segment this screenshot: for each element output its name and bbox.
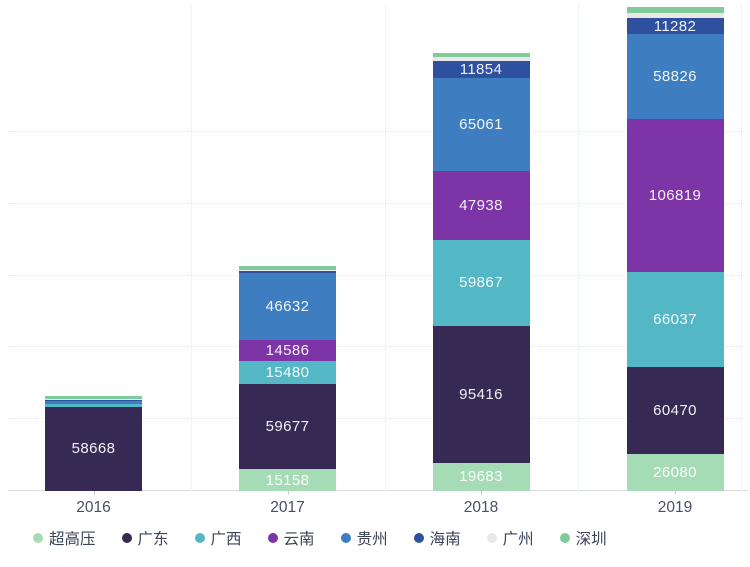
x-axis-label-2018: 2018 xyxy=(463,499,499,516)
bar-segment-2019-海南[interactable]: 11282 xyxy=(626,17,724,35)
horizontal-gridline xyxy=(8,274,744,276)
bar-segment-2016-深圳[interactable] xyxy=(45,395,142,399)
segment-value-label: 11282 xyxy=(653,17,697,35)
legend-item-超高压[interactable]: 超高压 xyxy=(33,527,96,549)
legend-swatch-icon xyxy=(413,533,424,543)
legend-swatch-icon xyxy=(559,533,570,543)
bar-segment-2017-超高压[interactable]: 15158 xyxy=(239,469,336,491)
legend-item-贵州[interactable]: 贵州 xyxy=(340,527,388,549)
x-axis-tick xyxy=(481,491,482,495)
bar-segment-2017-云南[interactable]: 14586 xyxy=(239,340,336,362)
bar-segment-2019-云南[interactable]: 106819 xyxy=(626,118,724,272)
bar-segment-2016-海南[interactable] xyxy=(45,399,142,401)
bar-segment-2018-超高压[interactable]: 19683 xyxy=(432,462,530,491)
bar-segment-2018-海南[interactable]: 11854 xyxy=(432,60,530,78)
legend-swatch-icon xyxy=(33,533,43,543)
segment-value-label: 106819 xyxy=(648,186,702,204)
vertical-gridline xyxy=(384,4,386,491)
horizontal-gridline xyxy=(8,131,744,133)
legend-label: 广西 xyxy=(210,531,242,548)
legend-item-广西[interactable]: 广西 xyxy=(194,527,242,549)
legend-swatch-icon xyxy=(486,533,497,543)
x-axis-tick xyxy=(675,491,676,495)
bar-segment-2018-云南[interactable]: 47938 xyxy=(432,171,530,240)
horizontal-gridline xyxy=(8,346,744,348)
legend-item-广东[interactable]: 广东 xyxy=(121,527,169,549)
segment-value-label: 65061 xyxy=(459,115,503,133)
legend-label: 超高压 xyxy=(49,531,96,548)
segment-value-label: 58668 xyxy=(71,440,116,458)
legend-swatch-icon xyxy=(267,533,278,543)
bar-segment-2017-广州[interactable] xyxy=(239,270,336,272)
segment-value-label: 60470 xyxy=(653,401,697,419)
x-axis-tick xyxy=(93,491,95,495)
segment-value-label: 59677 xyxy=(265,417,310,435)
bar-segment-2019-贵州[interactable]: 58826 xyxy=(626,34,724,119)
legend-item-广州[interactable]: 广州 xyxy=(486,527,534,549)
vertical-gridline xyxy=(191,4,192,491)
segment-value-label: 11854 xyxy=(459,60,503,78)
legend-swatch-icon xyxy=(121,533,132,543)
segment-value-label: 47938 xyxy=(459,196,503,214)
vertical-gridline xyxy=(741,4,742,491)
bar-segment-2017-深圳[interactable] xyxy=(239,265,336,271)
segment-value-label: 14586 xyxy=(265,342,310,360)
bar-segment-2019-广东[interactable]: 60470 xyxy=(626,366,724,454)
legend-label: 广州 xyxy=(502,531,534,548)
segment-value-label: 59867 xyxy=(459,274,503,292)
vertical-gridline xyxy=(578,4,579,491)
bar-segment-2016-广州[interactable] xyxy=(45,398,142,400)
bar-segment-2019-广州[interactable] xyxy=(626,13,724,18)
legend-label: 海南 xyxy=(429,531,461,548)
x-axis-tick xyxy=(287,491,289,495)
x-axis-label-2017: 2017 xyxy=(270,499,305,516)
x-axis-label-2019: 2019 xyxy=(657,499,693,516)
legend-item-海南[interactable]: 海南 xyxy=(413,527,461,549)
legend-label: 深圳 xyxy=(575,531,607,548)
bar-segment-2019-超高压[interactable]: 26080 xyxy=(626,453,724,491)
plot-area: 58668 15158 59677 15480 14586 46632 19683 95416… xyxy=(8,4,748,495)
segment-value-label: 46632 xyxy=(265,298,310,316)
bar-segment-2018-广西[interactable]: 59867 xyxy=(432,239,530,326)
bar-segment-2017-海南[interactable] xyxy=(239,271,336,274)
horizontal-gridline xyxy=(8,418,744,420)
legend-label: 云南 xyxy=(283,531,315,548)
segment-value-label: 95416 xyxy=(459,385,503,403)
x-axis-line xyxy=(8,490,748,491)
bar-segment-2018-贵州[interactable]: 65061 xyxy=(432,77,530,171)
legend-item-云南[interactable]: 云南 xyxy=(267,527,315,549)
x-axis-label-2016: 2016 xyxy=(76,499,111,516)
bar-segment-2016-广东[interactable]: 58668 xyxy=(45,406,142,491)
legend: 超高压 广东 广西 云南 贵州 海南 广州 深圳 xyxy=(33,527,607,549)
segment-value-label: 58826 xyxy=(653,67,697,85)
bar-segment-2018-广东[interactable]: 95416 xyxy=(432,325,530,463)
bar-segment-2019-广西[interactable]: 66037 xyxy=(626,271,724,367)
bar-segment-2017-广东[interactable]: 59677 xyxy=(239,383,336,470)
horizontal-gridline xyxy=(8,202,744,204)
legend-item-深圳[interactable]: 深圳 xyxy=(559,527,607,549)
segment-value-label: 15158 xyxy=(265,471,310,489)
segment-value-label: 26080 xyxy=(653,463,697,481)
bar-segment-2016-广西[interactable] xyxy=(45,403,142,407)
bar-segment-2018-广州[interactable] xyxy=(432,56,530,61)
bar-segment-2017-贵州[interactable]: 46632 xyxy=(239,273,336,341)
legend-label: 贵州 xyxy=(356,531,388,548)
bar-segment-2019-深圳[interactable] xyxy=(626,7,724,14)
bar-segment-2017-广西[interactable]: 15480 xyxy=(239,361,336,384)
legend-swatch-icon xyxy=(194,533,205,543)
bar-segment-2018-深圳[interactable] xyxy=(432,52,530,57)
legend-swatch-icon xyxy=(340,533,351,543)
segment-value-label: 19683 xyxy=(459,468,503,486)
bar-segment-2016-贵州[interactable] xyxy=(45,400,142,404)
legend-label: 广东 xyxy=(137,531,169,548)
segment-value-label: 66037 xyxy=(653,310,697,328)
segment-value-label: 15480 xyxy=(265,363,310,381)
